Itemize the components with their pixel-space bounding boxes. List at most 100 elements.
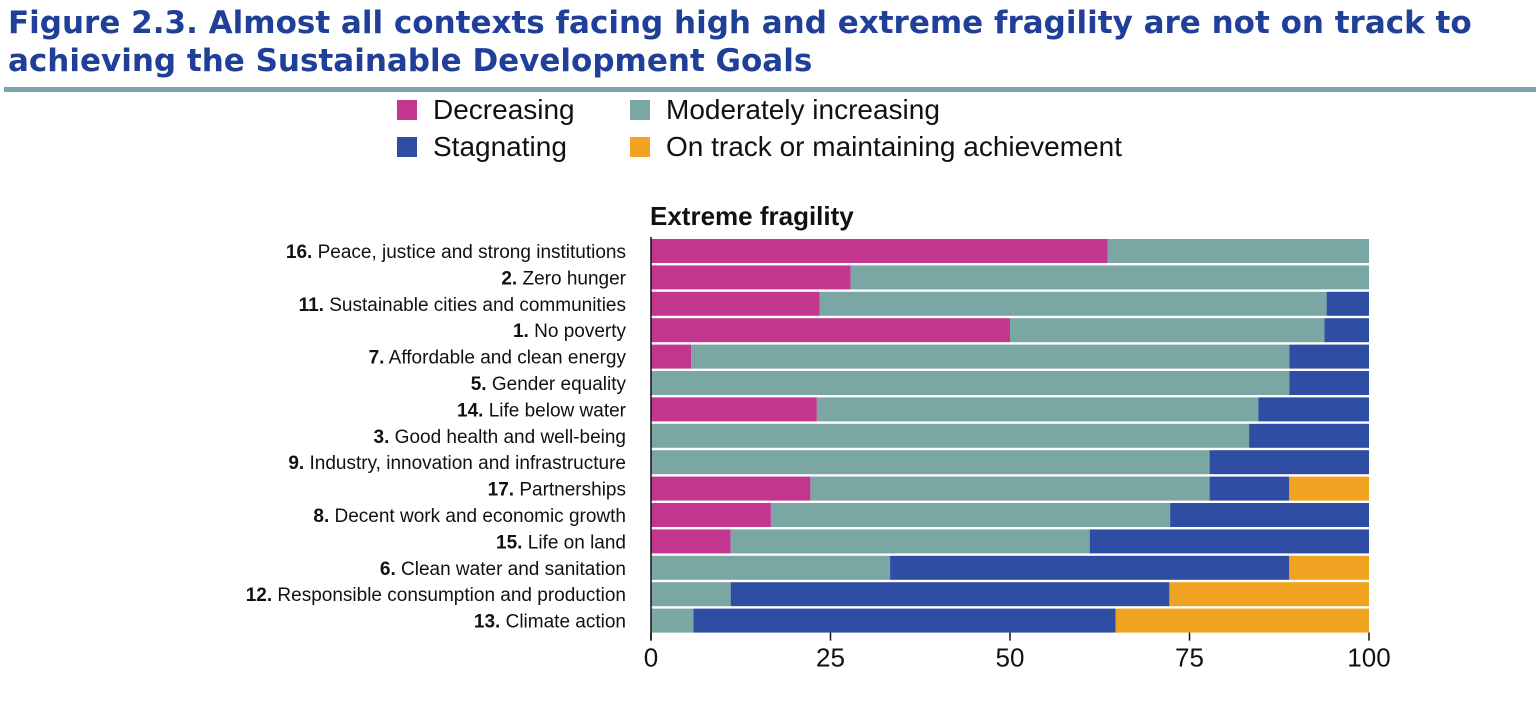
category-number: 1. — [513, 321, 529, 342]
category-number: 17. — [488, 480, 514, 501]
bar-segment-6-series-2 — [651, 371, 1290, 395]
category-number: 12. — [246, 585, 272, 606]
category-number: 3. — [374, 427, 390, 448]
bar-segment-11-series-1 — [651, 503, 771, 527]
category-number: 15. — [496, 532, 522, 553]
bar-segment-1-series-2 — [1107, 239, 1369, 263]
category-name: Climate action — [500, 612, 626, 633]
category-name: Peace, justice and strong institutions — [312, 242, 626, 263]
legend-label-moderately-increasing: Moderately increasing — [666, 94, 940, 125]
bar-segment-10-series-4 — [1289, 476, 1369, 501]
bar-segment-13-series-4 — [1289, 555, 1369, 580]
category-label-8: 3. Good health and well-being — [374, 427, 626, 448]
bar-segment-13-series-3 — [890, 555, 1290, 580]
category-label-14: 12. Responsible consumption and producti… — [246, 585, 626, 606]
bar-segment-8-series-3 — [1249, 423, 1369, 448]
category-number: 14. — [457, 400, 483, 421]
bar-segment-13-series-2 — [651, 555, 891, 580]
bar-segment-2-series-2 — [850, 265, 1369, 290]
category-number: 2. — [501, 268, 517, 289]
category-number: 8. — [313, 506, 329, 527]
bar-segment-10-series-1 — [651, 476, 811, 501]
category-label-4: 1. No poverty — [513, 321, 627, 342]
category-name: Good health and well-being — [389, 427, 626, 448]
legend-label-on-track: On track or maintaining achievement — [666, 131, 1122, 162]
x-axis: 0 25 50 75 100 — [644, 237, 1391, 673]
legend-swatch-moderately-increasing — [630, 100, 650, 120]
bar-segment-10-series-3 — [1209, 476, 1290, 501]
bar-segment-7-series-1 — [651, 397, 817, 422]
category-number: 11. — [299, 295, 324, 316]
bar-segment-14-series-4 — [1169, 582, 1369, 607]
bar-segment-4-series-2 — [1010, 318, 1325, 343]
category-name: Sustainable cities and communities — [324, 295, 626, 316]
bar-segment-15-series-2 — [651, 608, 694, 633]
x-tick-label-2: 25 — [816, 643, 845, 673]
category-name: Life on land — [522, 532, 626, 553]
legend-swatch-stagnating — [397, 137, 417, 157]
category-number: 13. — [474, 612, 500, 633]
legend-item-moderately-increasing: Moderately increasing — [630, 92, 940, 128]
category-name: Partnerships — [514, 480, 626, 501]
bar-segment-12-series-1 — [651, 529, 731, 554]
bar-segment-3-series-3 — [1326, 291, 1369, 316]
bar-segment-6-series-3 — [1289, 371, 1369, 395]
category-label-7: 14. Life below water — [457, 400, 627, 421]
category-label-12: 15. Life on land — [496, 532, 626, 553]
category-name: Responsible consumption and production — [272, 585, 626, 606]
category-name: Gender equality — [487, 374, 627, 395]
title-rule — [4, 87, 1536, 92]
bar-segment-5-series-3 — [1289, 344, 1369, 369]
category-name: Affordable and clean energy — [384, 348, 626, 369]
bar-segment-2-series-1 — [651, 265, 851, 290]
bar-segment-14-series-3 — [730, 582, 1170, 607]
category-label-5: 7. Affordable and clean energy — [369, 348, 627, 369]
category-label-1: 16. Peace, justice and strong institutio… — [286, 242, 626, 263]
legend-item-on-track: On track or maintaining achievement — [630, 129, 1122, 165]
bar-segment-8-series-2 — [651, 423, 1250, 448]
bars-group — [651, 239, 1369, 633]
bar-segment-5-series-1 — [651, 344, 692, 369]
category-label-10: 17. Partnerships — [488, 480, 626, 501]
bar-segment-7-series-2 — [816, 397, 1259, 422]
x-tick-label-4: 75 — [1175, 643, 1204, 673]
bar-segment-11-series-2 — [770, 503, 1171, 527]
figure-title: Figure 2.3. Almost all contexts facing h… — [8, 5, 1472, 79]
bar-segment-9-series-2 — [651, 450, 1210, 475]
x-tick-label-5: 100 — [1347, 643, 1390, 673]
category-label-13: 6. Clean water and sanitation — [380, 559, 626, 580]
bar-segment-4-series-3 — [1324, 318, 1369, 343]
legend-swatch-on-track — [630, 137, 650, 157]
category-number: 5. — [471, 374, 487, 395]
category-name: Zero hunger — [517, 268, 626, 289]
category-number: 6. — [380, 559, 396, 580]
bar-segment-12-series-3 — [1089, 529, 1369, 554]
bar-segment-3-series-1 — [651, 291, 820, 316]
category-label-6: 5. Gender equality — [471, 374, 627, 395]
legend-label-decreasing: Decreasing — [433, 94, 575, 125]
bar-segment-14-series-2 — [651, 582, 731, 607]
legend-item-decreasing: Decreasing — [397, 92, 575, 128]
category-number: 16. — [286, 242, 312, 263]
x-tick-label-1: 0 — [644, 643, 658, 673]
bar-segment-11-series-3 — [1170, 503, 1369, 527]
chart-panel-title: Extreme fragility — [650, 201, 854, 231]
category-name: No poverty — [529, 321, 627, 342]
legend-swatch-decreasing — [397, 100, 417, 120]
bar-segment-12-series-2 — [730, 529, 1090, 554]
category-name: Life below water — [483, 400, 626, 421]
bar-segment-15-series-3 — [693, 608, 1116, 633]
category-name: Clean water and sanitation — [396, 559, 626, 580]
category-number: 9. — [288, 453, 304, 474]
category-label-11: 8. Decent work and economic growth — [313, 506, 626, 527]
bar-segment-3-series-2 — [819, 291, 1327, 316]
category-label-3: 11. Sustainable cities and communities — [299, 295, 626, 316]
legend-item-stagnating: Stagnating — [397, 129, 567, 165]
category-name: Decent work and economic growth — [329, 506, 626, 527]
category-label-15: 13. Climate action — [474, 612, 626, 633]
legend-label-stagnating: Stagnating — [433, 131, 567, 162]
bar-segment-1-series-1 — [651, 239, 1108, 263]
category-number: 7. — [369, 348, 385, 369]
category-label-9: 9. Industry, innovation and infrastructu… — [288, 453, 626, 474]
